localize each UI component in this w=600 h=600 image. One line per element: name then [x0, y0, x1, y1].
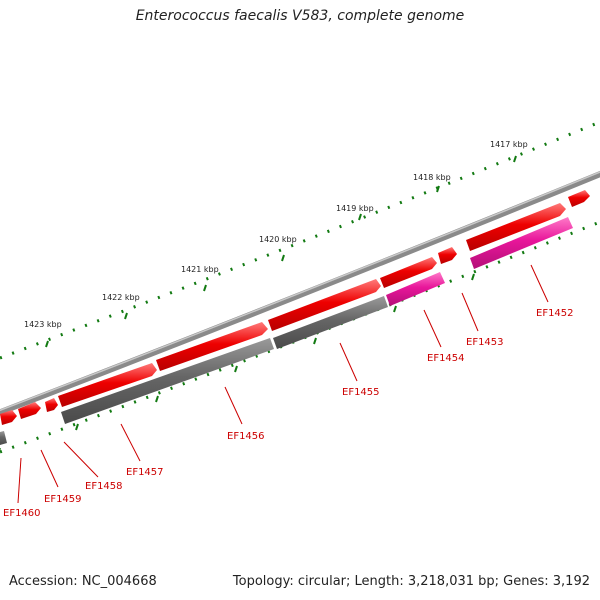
kbp-label: 1419 kbp	[336, 204, 374, 213]
gene-label: EF1457	[126, 467, 164, 478]
accession-text: Accession: NC_004668	[9, 574, 157, 589]
inner-ruler	[0, 220, 600, 454]
gene-bar-ef1454	[386, 272, 445, 306]
gene-label: EF1453	[466, 337, 504, 348]
gene-arrow-ef1458	[45, 398, 58, 412]
gene-label: EF1454	[427, 353, 465, 364]
gene-label: EF1456	[227, 431, 265, 442]
reverse-genes	[0, 217, 573, 445]
gene-arrow-small-forward	[568, 190, 590, 207]
gene-arrow-ef1452-forward	[466, 203, 566, 251]
map-title: Enterococcus faecalis V583, complete gen…	[135, 8, 465, 24]
genome-backbone-highlight	[0, 171, 600, 412]
label-leaders	[17, 264, 549, 504]
gene-arrow-ef1453	[438, 247, 457, 264]
gene-arrow-ef1454-forward	[380, 257, 437, 288]
gene-arrow-ef1457-forward	[58, 363, 157, 407]
gene-label: EF1455	[342, 387, 380, 398]
gene-labels: EF1452 EF1453 EF1454 EF1455 EF1456 EF145…	[3, 308, 574, 519]
gene-bar-ef1455	[273, 296, 388, 349]
gene-label: EF1460	[3, 508, 41, 519]
kbp-label: 1418 kbp	[413, 173, 451, 182]
kbp-label: 1417 kbp	[490, 140, 528, 149]
gene-bar-ef1452	[470, 217, 573, 269]
genome-summary-text: Topology: circular; Length: 3,218,031 bp…	[232, 574, 590, 589]
kbp-label: 1420 kbp	[259, 235, 297, 244]
genome-backbone	[0, 170, 600, 416]
gene-arrow-ef1459	[18, 402, 41, 419]
gene-bar-ef1456	[61, 338, 274, 424]
kbp-label: 1423 kbp	[24, 320, 62, 329]
gene-label: EF1458	[85, 481, 123, 492]
gene-bar-ef1460-partial	[0, 431, 7, 445]
gene-arrow-ef1455-forward	[268, 279, 381, 331]
kbp-label: 1422 kbp	[102, 293, 140, 302]
forward-genes	[0, 190, 590, 425]
kbp-ruler	[0, 120, 600, 360]
kbp-label: 1421 kbp	[181, 265, 219, 274]
kbp-labels: 1417 kbp 1418 kbp 1419 kbp 1420 kbp 1421…	[24, 140, 528, 329]
gene-label: EF1459	[44, 494, 82, 505]
gene-label: EF1452	[536, 308, 574, 319]
gene-arrow-ef1460	[0, 410, 17, 425]
gene-arrow-ef1456-forward	[156, 322, 268, 371]
